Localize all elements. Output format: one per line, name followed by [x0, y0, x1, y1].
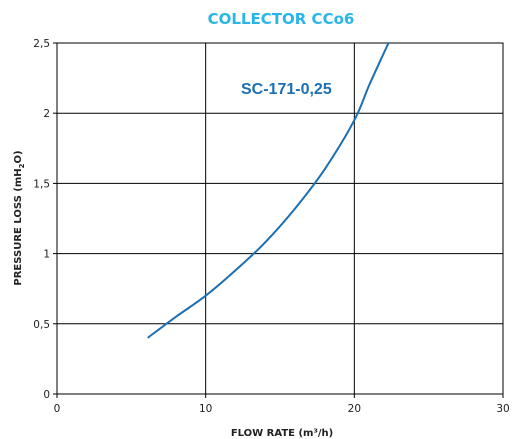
- y-axis-label-subscript: 2: [18, 163, 26, 168]
- series-layer: [147, 42, 390, 339]
- y-tick-label: 1: [43, 249, 50, 261]
- x-tick-label: 10: [199, 403, 212, 415]
- plot-frame: [56, 42, 504, 395]
- tick-labels: 0 10 20 30 0 0,5 1 1,5 2 2,5: [33, 38, 509, 415]
- y-tick-label: 2: [43, 108, 50, 120]
- series-line-sc-171-0-25: [147, 42, 390, 339]
- grid: [53, 42, 504, 398]
- chart-title: COLLECTOR CCo6: [208, 10, 355, 28]
- y-tick-label: 0: [43, 389, 50, 401]
- y-tick-label: 0,5: [33, 319, 50, 331]
- x-tick-label: 20: [348, 403, 361, 415]
- x-axis-label: FLOW RATE (m³/h): [231, 428, 333, 439]
- y-tick-label: 1,5: [33, 178, 50, 190]
- y-axis-label-end: O): [13, 150, 24, 163]
- x-tick-label: 0: [54, 403, 61, 415]
- y-tick-label: 2,5: [33, 38, 50, 50]
- series-label: SC-171-0,25: [241, 81, 332, 98]
- y-axis-label-main: PRESSURE LOSS (mH: [13, 168, 24, 285]
- y-axis-label: PRESSURE LOSS (mH2O): [13, 150, 26, 285]
- x-tick-label: 30: [496, 403, 509, 415]
